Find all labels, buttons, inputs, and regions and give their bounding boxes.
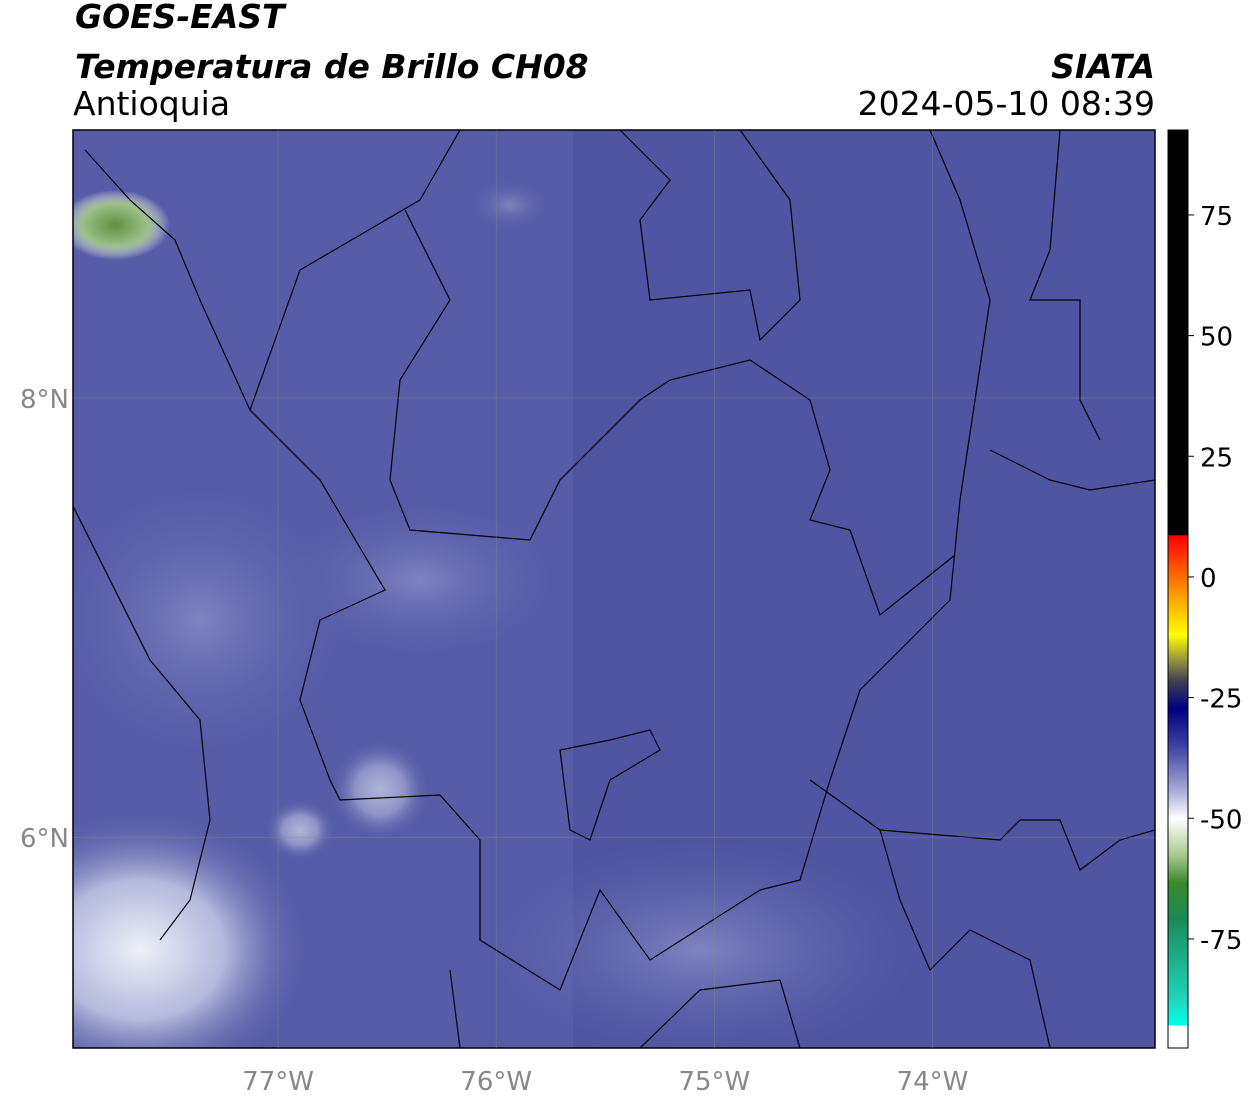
colorbar-tick-label: 50 <box>1200 323 1233 353</box>
region: Antioquia <box>73 84 230 123</box>
colorbar-tick-label: -75 <box>1200 926 1242 956</box>
source: SIATA <box>1051 47 1155 86</box>
x-tick-label: 76°W <box>460 1067 532 1097</box>
colorbar-tick-label: 75 <box>1200 202 1233 232</box>
timestamp: 2024-05-10 08:39 <box>858 84 1155 123</box>
colorbar <box>1167 129 1189 1049</box>
map-frame <box>72 129 1156 1049</box>
colorbar-tick-label: -50 <box>1200 805 1242 835</box>
colorbar-tick-label: 0 <box>1200 564 1217 594</box>
x-tick-label: 75°W <box>678 1067 750 1097</box>
satellite: GOES-EAST <box>75 0 287 36</box>
product: Temperatura de Brillo CH08 <box>75 47 589 86</box>
colorbar-tick-label: 25 <box>1200 443 1233 473</box>
x-tick-label: 74°W <box>897 1067 969 1097</box>
x-tick-label: 77°W <box>242 1067 314 1097</box>
colorbar-tick-label: -25 <box>1200 685 1242 715</box>
map-image <box>73 130 1155 1048</box>
y-tick-label: 6°N <box>20 824 69 854</box>
y-tick-label: 8°N <box>20 385 69 415</box>
